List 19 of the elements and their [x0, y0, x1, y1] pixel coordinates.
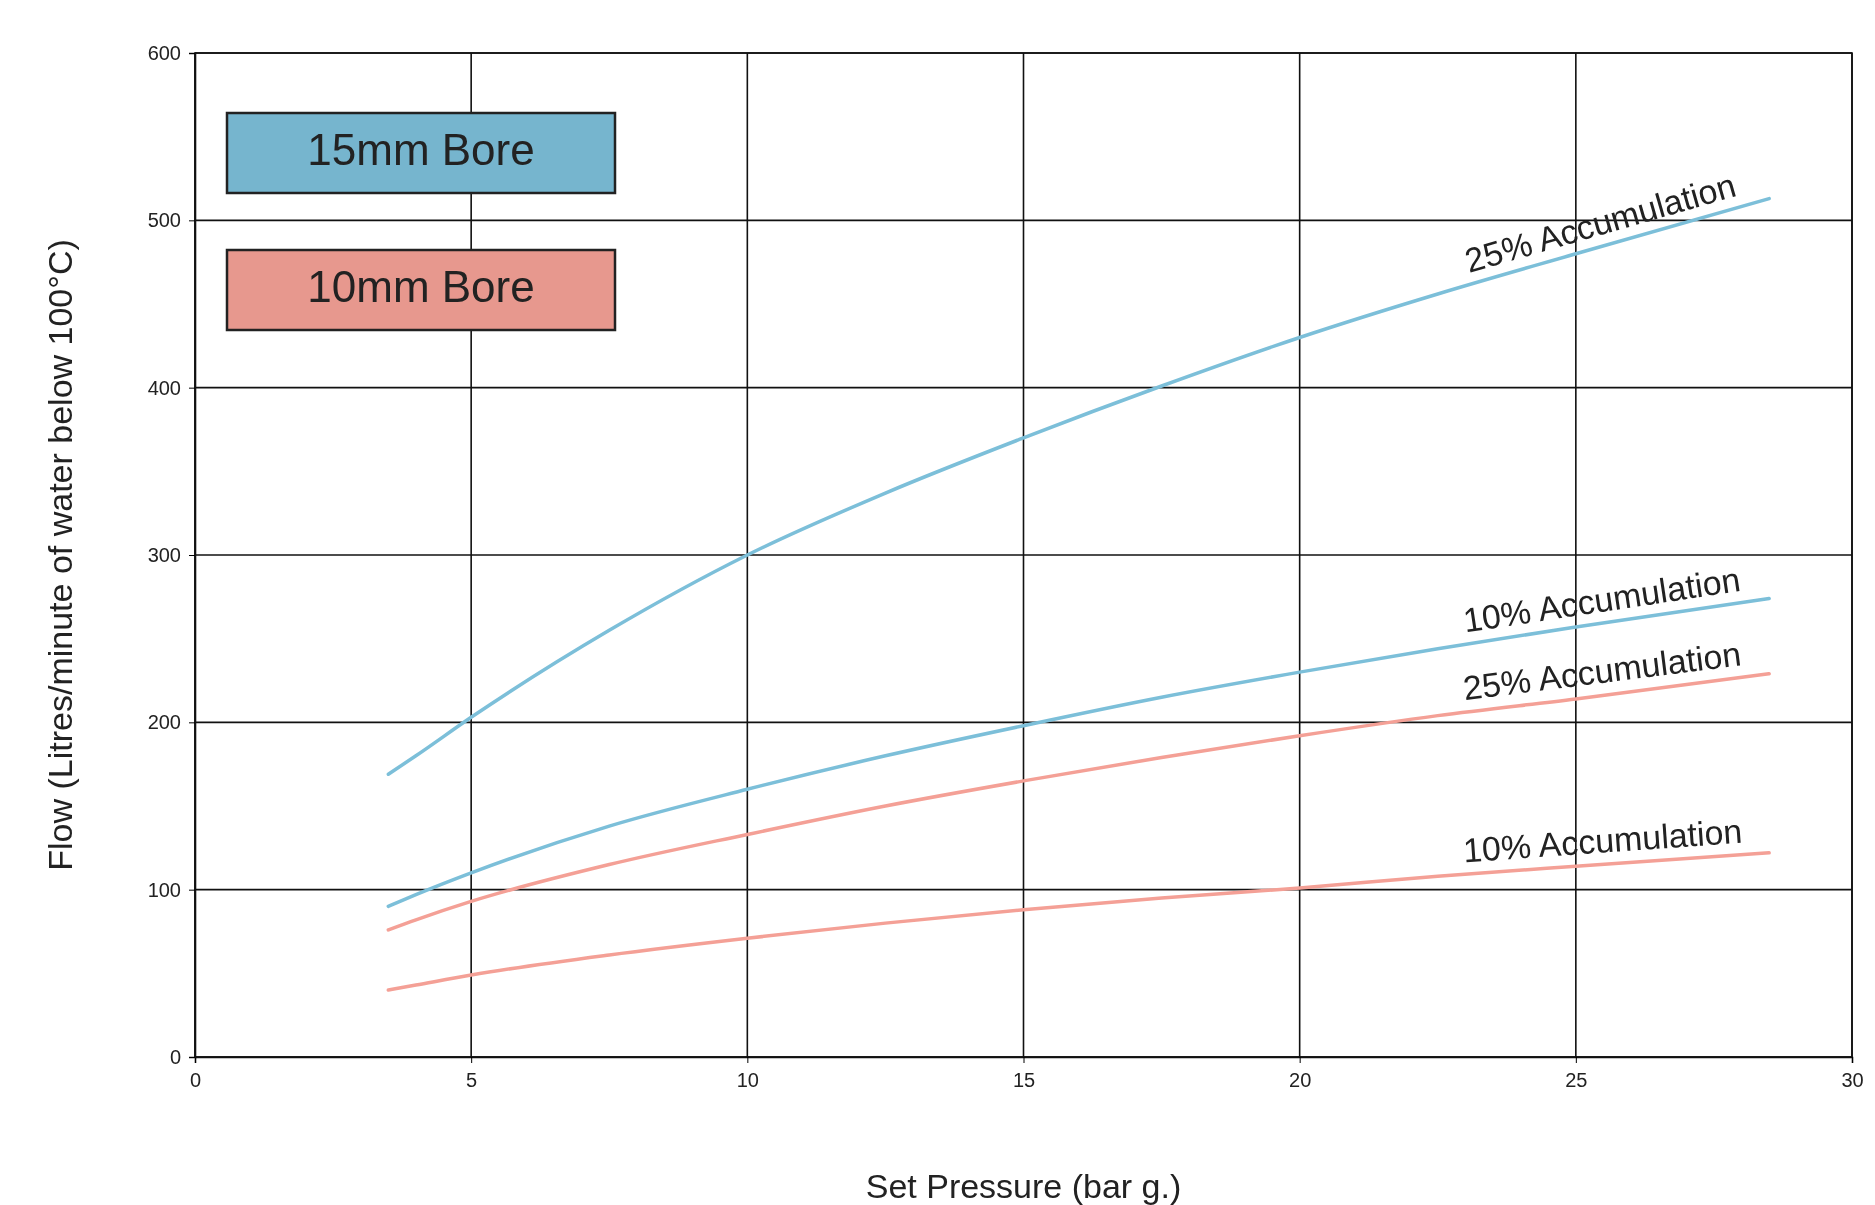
y-axis-title: Flow (Litres/minute of water below 100°C) — [41, 239, 79, 871]
x-tick-label: 0 — [189, 1069, 202, 1092]
y-tick-label: 100 — [147, 878, 181, 901]
x-tick-label: 30 — [1841, 1069, 1864, 1092]
annotation: 15mm Bore — [307, 125, 535, 174]
x-tick-label: 15 — [1012, 1069, 1036, 1092]
y-tick-label: 300 — [147, 543, 181, 566]
annotation: 10mm Bore — [307, 262, 535, 311]
series-label: 10% Accumulation — [1461, 811, 1744, 870]
y-tick-label: 400 — [147, 376, 181, 399]
y-tick-label: 500 — [147, 209, 181, 232]
x-tick-label: 5 — [466, 1069, 478, 1092]
y-tick-label: 0 — [169, 1045, 181, 1068]
x-tick-label: 20 — [1289, 1069, 1312, 1092]
x-tick-label: 10 — [736, 1069, 759, 1092]
x-axis-title: Set Pressure (bar g.) — [865, 1167, 1182, 1205]
x-tick-label: 25 — [1565, 1069, 1588, 1092]
y-tick-label: 200 — [147, 711, 181, 734]
y-tick-label: 600 — [147, 41, 181, 64]
